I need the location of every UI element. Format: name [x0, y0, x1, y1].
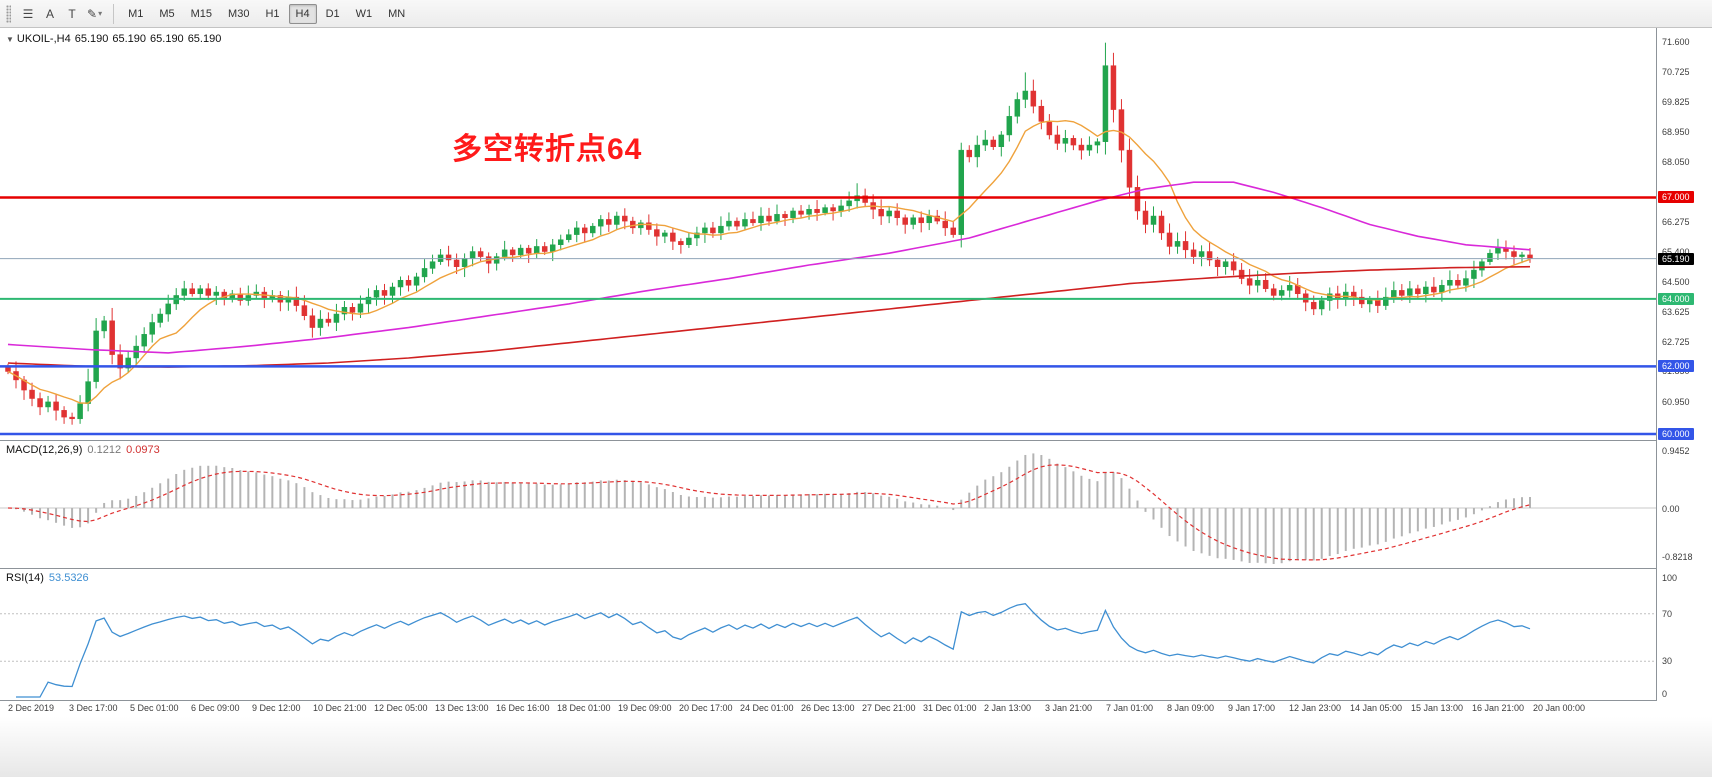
macd-signal-value: 0.0973 [126, 444, 160, 456]
pane-separator [0, 700, 1712, 701]
time-label: 2 Jan 13:00 [984, 703, 1032, 713]
timeframe-m30[interactable]: M30 [221, 4, 256, 24]
rsi-value: 53.5326 [48, 572, 89, 584]
time-label: 9 Jan 17:00 [1228, 703, 1276, 713]
time-label: 10 Dec 21:00 [313, 703, 367, 713]
price-level-badge: 64.000 [1658, 292, 1694, 305]
time-label: 16 Dec 16:00 [496, 703, 550, 713]
macd-axis-label: 0.00 [1662, 504, 1680, 514]
collapse-triangle-icon[interactable]: ▼ [6, 35, 14, 44]
menu-icon[interactable]: ☰ [17, 3, 39, 25]
timeframe-mn[interactable]: MN [381, 4, 412, 24]
draw-tool-icon[interactable]: ✎ ▾ [83, 3, 106, 25]
window-bottom-area [0, 717, 1712, 777]
time-label: 12 Jan 23:00 [1289, 703, 1342, 713]
time-label: 5 Dec 01:00 [130, 703, 179, 713]
rsi-axis-label: 0 [1662, 689, 1668, 699]
text-annotate-tool[interactable]: A [39, 3, 61, 25]
time-label: 16 Jan 21:00 [1472, 703, 1525, 713]
toolbar: ☰ A T ✎ ▾ M1 M5 M15 M30 H1 H4 D1 W1 MN [0, 0, 1712, 28]
rsi-canvas[interactable] [0, 569, 1656, 700]
time-label: 12 Dec 05:00 [374, 703, 428, 713]
time-axis: 2 Dec 2019 3 Dec 17:00 5 Dec 01:00 6 Dec 09… [0, 701, 1656, 717]
price-tick: 68.050 [1662, 156, 1690, 167]
time-label: 9 Dec 12:00 [252, 703, 301, 713]
macd-axis-label: -0.8218 [1662, 552, 1693, 562]
rsi-indicator-label: RSI(14) 53.5326 [6, 572, 94, 584]
time-label: 15 Jan 13:00 [1411, 703, 1464, 713]
price-tick: 64.500 [1662, 276, 1690, 287]
timeframe-d1[interactable]: D1 [319, 4, 347, 24]
rsi-axis-label: 70 [1662, 608, 1673, 619]
price-tick: 66.275 [1662, 216, 1690, 227]
time-label: 7 Jan 01:00 [1106, 703, 1154, 713]
symbol-ohlc-header: ▼ UKOIL-,H4 65.190 65.190 65.190 65.190 [6, 33, 225, 45]
ohlc-high: 65.190 [112, 33, 147, 45]
price-tick: 69.825 [1662, 96, 1690, 107]
text-tool[interactable]: T [61, 3, 83, 25]
time-label: 18 Dec 01:00 [557, 703, 611, 713]
time-label: 13 Dec 13:00 [435, 703, 489, 713]
price-tick: 70.725 [1662, 66, 1690, 77]
bid-price-badge: 65.190 [1658, 252, 1694, 265]
time-label: 26 Dec 13:00 [801, 703, 855, 713]
time-label: 8 Jan 09:00 [1167, 703, 1215, 713]
price-tick: 65.400 [1662, 246, 1690, 257]
price-axis: 71.600 70.725 69.825 68.950 68.050 66.275 65.4… [1657, 28, 1712, 701]
main-chart-canvas[interactable] [0, 28, 1656, 440]
axis-corner [1656, 701, 1712, 717]
time-label: 3 Dec 17:00 [69, 703, 118, 713]
price-level-badge: 62.000 [1658, 360, 1694, 373]
rsi-axis-label: 30 [1662, 656, 1673, 667]
tool-group: ☰ A T ✎ ▾ [17, 3, 106, 25]
macd-indicator-label: MACD(12,26,9) 0.1212 0.0973 [6, 444, 165, 456]
time-label: 19 Dec 09:00 [618, 703, 672, 713]
ohlc-close: 65.190 [187, 33, 222, 45]
timeframe-h4[interactable]: H4 [288, 3, 317, 24]
macd-canvas[interactable] [0, 441, 1656, 568]
time-label: 24 Dec 01:00 [740, 703, 794, 713]
price-tick: 63.625 [1662, 306, 1690, 317]
time-label: 3 Jan 21:00 [1045, 703, 1093, 713]
toolbar-gripper[interactable] [6, 4, 11, 23]
time-label: 14 Jan 05:00 [1350, 703, 1403, 713]
time-label: 31 Dec 01:00 [923, 703, 977, 713]
rsi-axis-label: 100 [1662, 573, 1678, 583]
time-label: 27 Dec 21:00 [862, 703, 916, 713]
ohlc-open: 65.190 [74, 33, 109, 45]
chart-text-annotation: 多空转折点64 [452, 133, 643, 166]
toolbar-separator [113, 3, 115, 24]
timeframe-group: M1 M5 M15 M30 H1 H4 D1 W1 MN [121, 3, 412, 24]
chevron-down-icon: ▾ [98, 9, 103, 18]
timeframe-h1[interactable]: H1 [258, 4, 286, 24]
time-label: 6 Dec 09:00 [191, 703, 240, 713]
timeframe-w1[interactable]: W1 [349, 4, 380, 24]
pane-separator[interactable] [0, 440, 1712, 441]
macd-axis-label: 0.9452 [1662, 446, 1690, 457]
price-tick: 62.725 [1662, 336, 1690, 347]
timeframe-m5[interactable]: M5 [152, 4, 181, 24]
timeframe-m15[interactable]: M15 [184, 4, 219, 24]
price-tick: 68.950 [1662, 126, 1690, 137]
pane-separator[interactable] [0, 568, 1712, 569]
macd-name: MACD(12,26,9) [6, 444, 83, 456]
price-tick: 60.950 [1662, 396, 1690, 407]
timeframe-m1[interactable]: M1 [121, 4, 150, 24]
price-level-badge: 67.000 [1658, 191, 1694, 204]
price-level-badge: 60.000 [1658, 428, 1694, 440]
macd-main-value: 0.1212 [87, 444, 122, 456]
rsi-name: RSI(14) [6, 572, 44, 584]
price-axis-border [1656, 28, 1657, 701]
symbol-period: UKOIL-,H4 [16, 33, 71, 45]
time-label: 2 Dec 2019 [8, 703, 55, 713]
price-tick: 71.600 [1662, 37, 1690, 47]
time-label: 20 Dec 17:00 [679, 703, 733, 713]
time-label: 20 Jan 00:00 [1533, 703, 1586, 713]
ohlc-low: 65.190 [150, 33, 184, 45]
